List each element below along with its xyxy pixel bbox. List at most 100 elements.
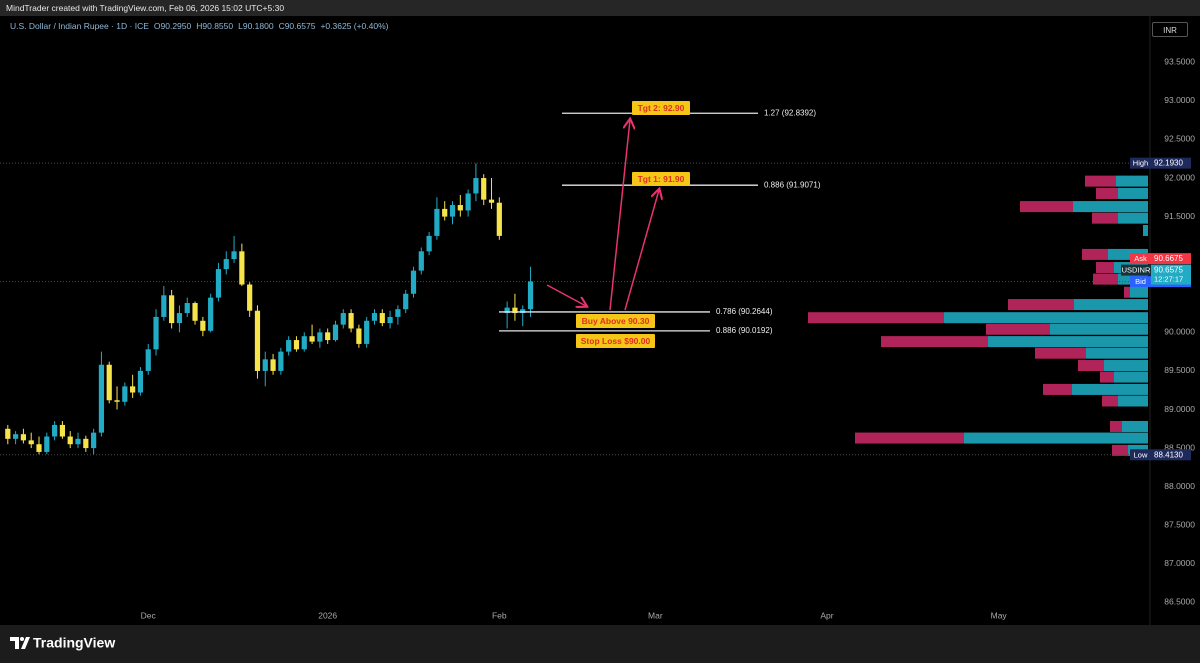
volume-up	[1086, 347, 1148, 359]
candle-body	[215, 269, 222, 298]
candle-body	[434, 208, 440, 236]
candle-body	[59, 424, 66, 437]
volume-down	[881, 336, 988, 348]
candle-body	[153, 316, 159, 350]
volume-up	[1116, 175, 1148, 187]
candle-body	[527, 281, 534, 310]
candle-body	[20, 434, 27, 441]
symbol: U.S. Dollar / Indian Rupee · 1D · ICE	[10, 21, 149, 31]
volume-down	[986, 323, 1050, 335]
volume-down	[855, 432, 964, 444]
volume-down	[1096, 187, 1118, 199]
level-label: 1.27 (92.8392)	[764, 108, 816, 117]
level-label: 0.886 (90.0192)	[716, 326, 773, 335]
volume-up	[1073, 201, 1148, 213]
y-tick-label: 89.0000	[1164, 404, 1195, 414]
volume-up	[1122, 420, 1148, 432]
volume-down	[1112, 444, 1128, 456]
annotation-box	[632, 101, 690, 115]
y-tick-label: 93.5000	[1164, 57, 1195, 67]
volume-down	[1078, 360, 1104, 372]
candles	[5, 163, 534, 455]
candle-body	[449, 205, 456, 217]
volume-profile	[808, 175, 1148, 456]
annotation-box	[632, 172, 690, 186]
axes: 93.5000 93.0000 92.5000 92.0000 91.5000 90.00…	[141, 57, 1196, 621]
ohlc: C90.6575	[278, 21, 316, 31]
candle-body	[98, 364, 105, 433]
candle-body	[231, 251, 237, 260]
volume-down	[1020, 201, 1073, 213]
tag-name-box	[1130, 276, 1151, 288]
candle-body	[13, 434, 19, 439]
volume-down	[1110, 420, 1122, 432]
volume-up	[1118, 212, 1148, 224]
tag-name: Low	[1134, 450, 1148, 459]
candle-body	[410, 270, 417, 294]
candle-body	[145, 349, 151, 371]
candle-body	[36, 444, 42, 452]
volume-down	[808, 312, 944, 324]
annotation-box	[576, 314, 655, 328]
x-tick-label: Dec	[141, 610, 157, 620]
x-tick-label: May	[991, 610, 1008, 620]
logo-dot	[20, 637, 24, 641]
countdown: 12:27:17	[1154, 275, 1183, 284]
tag-value-box	[1151, 157, 1191, 169]
candle-body	[67, 436, 73, 445]
volume-down	[1100, 371, 1114, 383]
volume-up	[1104, 360, 1148, 372]
fib-levels: 1.27 (92.8392) 0.886 (91.9071) 0.786 (90.2…	[499, 108, 821, 335]
volume-up	[944, 312, 1148, 324]
y-tick-label: 91.5000	[1164, 211, 1195, 221]
symbol-legend: U.S. Dollar / Indian Rupee · 1D · ICE O9…	[10, 21, 389, 31]
y-tick-label: 87.0000	[1164, 558, 1195, 568]
currency-button[interactable]: INR	[1152, 22, 1188, 37]
candle-body	[169, 295, 175, 324]
tag-name-box	[1121, 264, 1151, 276]
y-tick-label: 88.0000	[1164, 481, 1195, 491]
volume-down	[1102, 395, 1118, 407]
y-tick-label: 92.5000	[1164, 134, 1195, 144]
candle-body	[332, 324, 339, 341]
candle-body	[208, 297, 214, 331]
annotation-text: Buy Above 90.30	[582, 316, 650, 326]
volume-down	[1043, 383, 1072, 395]
tag-value-box	[1151, 264, 1191, 285]
y-tick-label: 89.5000	[1164, 365, 1195, 375]
candle-body	[325, 332, 331, 341]
candle-body	[387, 316, 393, 324]
tag-value-box	[1151, 449, 1191, 461]
volume-up	[1114, 371, 1148, 383]
x-tick-label: Mar	[648, 610, 663, 620]
candle-body	[348, 313, 354, 329]
annotation-box	[576, 334, 655, 348]
price-tags: High92.1930Ask90.6675Bid90.6575USDINR90.…	[1121, 157, 1191, 461]
candle-body	[278, 351, 284, 371]
candle-body	[44, 436, 50, 452]
candle-body	[356, 328, 362, 344]
change: +0.3625 (+0.40%)	[320, 21, 389, 31]
candle-body	[239, 251, 245, 285]
candle-body	[457, 205, 463, 211]
annotation-text: Tgt 2: 92.90	[638, 103, 685, 113]
candle-body	[473, 178, 479, 194]
candle-body	[309, 336, 315, 342]
candle-body	[161, 295, 167, 317]
y-tick-label: 87.5000	[1164, 519, 1195, 529]
candle-body	[122, 386, 128, 402]
candle-body	[5, 428, 11, 439]
candle-body	[223, 259, 229, 270]
volume-up	[988, 336, 1148, 348]
tag-name: High	[1133, 159, 1148, 168]
candle-body	[83, 438, 89, 449]
candle-body	[340, 313, 346, 325]
volume-up	[964, 432, 1148, 444]
tag-name: Bid	[1135, 277, 1146, 286]
volume-up	[1072, 383, 1148, 395]
candle-body	[504, 307, 510, 314]
candle-body	[520, 309, 526, 314]
x-tick-label: Feb	[492, 610, 507, 620]
candle-body	[512, 307, 518, 314]
